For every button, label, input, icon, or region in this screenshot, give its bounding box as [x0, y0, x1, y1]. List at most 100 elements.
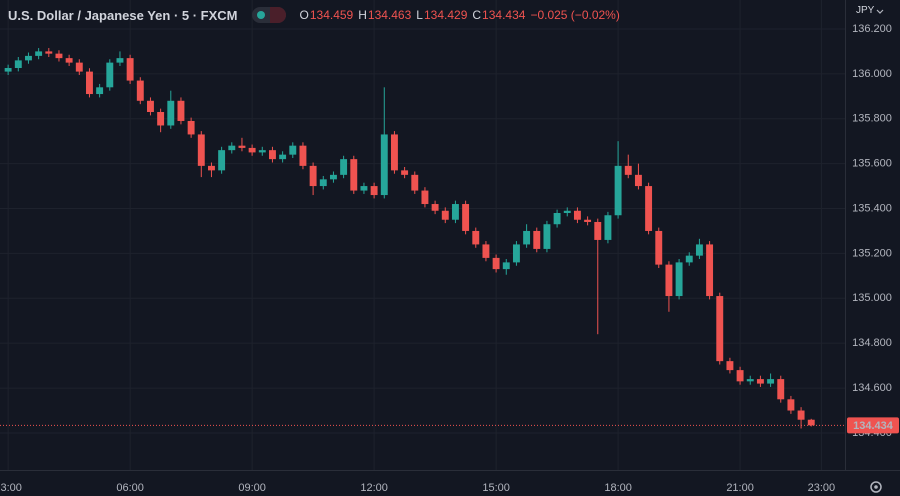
- candle-body: [807, 419, 815, 426]
- x-tick-label: 09:00: [238, 482, 266, 494]
- candle-body: [370, 186, 378, 196]
- y-tick-label: 135.600: [852, 158, 892, 170]
- currency-label[interactable]: JPY: [856, 5, 875, 16]
- candle-body: [441, 210, 449, 220]
- ohlc-label: H: [358, 8, 367, 22]
- candle-body: [329, 174, 337, 180]
- candle-body: [268, 150, 276, 160]
- candle-body: [726, 361, 734, 371]
- candle-body: [197, 134, 205, 166]
- candle-body: [736, 370, 744, 382]
- candle-body: [665, 264, 673, 297]
- candle-body: [228, 145, 236, 151]
- candle-body: [289, 145, 297, 155]
- y-tick-label: 134.800: [852, 337, 892, 349]
- y-tick-label: 135.000: [852, 292, 892, 304]
- candle-body: [512, 244, 520, 263]
- y-tick-label: 135.200: [852, 247, 892, 259]
- candle-body: [360, 186, 368, 191]
- x-tick-label: 06:00: [116, 482, 144, 494]
- ohlc-value: 134.434: [482, 8, 526, 22]
- candle-body: [451, 204, 459, 220]
- candle-body: [4, 68, 12, 72]
- candle-body: [238, 145, 246, 148]
- candle-body: [767, 379, 775, 384]
- candle-body: [553, 213, 561, 225]
- ohlc-label: O: [299, 8, 309, 22]
- grid: [0, 0, 845, 470]
- ohlc-value: 134.429: [423, 8, 468, 22]
- candle-body: [75, 62, 83, 72]
- last-price-tag: [847, 417, 899, 434]
- candle-body: [716, 296, 724, 362]
- y-tick-label: 134.600: [852, 382, 892, 394]
- candle-body: [472, 230, 480, 245]
- candle-body: [401, 170, 409, 175]
- candle-body: [35, 51, 43, 56]
- axes: 134.400134.600134.800135.000135.200135.4…: [0, 23, 899, 494]
- settings-icon[interactable]: [870, 481, 882, 493]
- candle-body: [96, 87, 104, 95]
- x-tick-label: 21:00: [726, 482, 754, 494]
- candle-body: [55, 53, 63, 59]
- candle-body: [573, 210, 581, 220]
- candle-body: [685, 255, 693, 263]
- candle-body: [634, 174, 642, 187]
- ohlc-value: 134.459: [309, 8, 354, 22]
- candle-body: [604, 215, 612, 240]
- toggle-dot: [256, 11, 265, 19]
- candle-body: [695, 244, 703, 256]
- candle-body: [777, 379, 785, 400]
- candle-body: [167, 100, 175, 126]
- candle-body: [45, 51, 53, 54]
- candle-body: [492, 257, 500, 270]
- candle-body: [106, 62, 114, 88]
- candle-body: [502, 262, 510, 270]
- candle-body: [65, 58, 73, 63]
- candle-body: [187, 120, 195, 135]
- x-tick-label: 18:00: [604, 482, 632, 494]
- candle-body: [594, 221, 602, 240]
- y-tick-label: 135.400: [852, 202, 892, 214]
- candles: [4, 48, 815, 429]
- symbol-title[interactable]: U.S. Dollar / Japanese Yen · 5 · FXCM: [8, 7, 238, 23]
- candle-body: [309, 165, 317, 187]
- candle-body: [14, 60, 22, 69]
- candle-body: [86, 71, 93, 95]
- candle-body: [299, 145, 307, 166]
- candle-body: [218, 150, 226, 171]
- candle-body: [319, 179, 327, 187]
- candle-body: [584, 219, 592, 222]
- change-value: −0.025 (−0.02%): [530, 8, 620, 22]
- candle-body: [258, 150, 266, 153]
- candle-body: [756, 379, 764, 384]
- visibility-toggle[interactable]: [251, 7, 286, 23]
- candle-body: [126, 58, 134, 81]
- candle-body: [431, 204, 439, 211]
- ohlc-label: C: [472, 8, 482, 22]
- x-tick-label: 12:00: [360, 482, 388, 494]
- currency-chevron[interactable]: [876, 9, 884, 14]
- candle-body: [787, 399, 795, 411]
- candle-body: [675, 262, 683, 297]
- candle-body: [624, 165, 632, 175]
- candle-body: [340, 159, 348, 175]
- candle-body: [279, 154, 287, 160]
- candle-body: [482, 244, 490, 258]
- candle-body: [207, 165, 215, 171]
- candle-body: [25, 55, 32, 61]
- candle-body: [411, 174, 419, 191]
- candle-body: [645, 186, 653, 231]
- x-tick-label: 23:00: [808, 482, 836, 494]
- candle-body: [533, 230, 541, 249]
- toggle-half: [269, 7, 286, 23]
- last-price-label: 134.434: [853, 420, 894, 432]
- candle-body: [797, 410, 805, 420]
- candle-body: [462, 204, 470, 231]
- candle-body: [614, 165, 622, 216]
- candle-body: [157, 112, 165, 126]
- x-tick-label: 03:00: [0, 482, 22, 494]
